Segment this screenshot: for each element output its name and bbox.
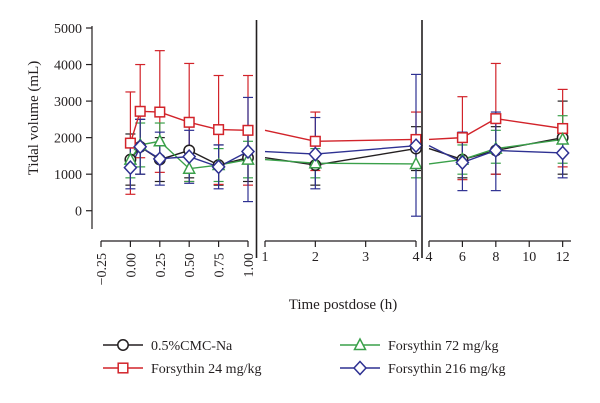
x-tick-label: 0.25 <box>154 253 169 278</box>
x-tick-label: 2 <box>312 250 319 265</box>
data-point <box>211 159 226 175</box>
x-tick-label: 0.75 <box>213 253 228 278</box>
x-tick-label: 1 <box>262 250 269 265</box>
legend-marker <box>353 337 367 351</box>
series-line <box>428 117 563 141</box>
legend-label: Forsythin 72 mg/kg <box>388 339 498 354</box>
data-point <box>408 138 424 154</box>
data-point <box>455 154 470 171</box>
data-point <box>555 145 570 161</box>
series-line <box>428 145 563 164</box>
data-point <box>488 142 503 159</box>
legend-label: 0.5%CMC-Na <box>151 339 233 354</box>
data-point <box>213 124 225 136</box>
y-tick-label: 0 <box>75 205 82 220</box>
data-point <box>242 124 254 136</box>
data-point <box>152 151 167 167</box>
data-point <box>490 113 502 125</box>
x-tick-label: 8 <box>492 250 499 265</box>
data-point <box>182 161 196 174</box>
y-tick-label: 4000 <box>54 59 82 74</box>
legend-marker <box>117 362 129 374</box>
series-line <box>428 138 563 165</box>
data-point <box>154 106 166 118</box>
x-tick-label: 0.50 <box>183 253 198 278</box>
axes: 0 1000 2000 3000 4000 5000 −0.25 0.00 0.25 0.50 0.… <box>54 20 571 285</box>
legend-label: Forsythin 24 mg/kg <box>151 362 261 377</box>
x-tick-label: 3 <box>362 250 369 265</box>
error-bars <box>125 50 568 217</box>
legend-marker <box>352 360 368 376</box>
data-point <box>134 105 146 117</box>
legend-label: Forsythin 216 mg/kg <box>388 362 505 377</box>
x-tick-label: 4 <box>426 250 433 265</box>
legend: 0.5%CMC-Na Forsythin 72 mg/kg Forsythin 24… <box>103 337 505 377</box>
series-line <box>264 147 417 166</box>
data-point <box>182 149 197 165</box>
x-axis-label: Time postdose (h) <box>289 297 398 313</box>
data-point <box>153 133 167 147</box>
y-tick-label: 5000 <box>54 22 82 37</box>
data-point <box>123 159 138 176</box>
x-tick-label: 0.00 <box>124 253 139 278</box>
legend-marker <box>117 339 129 351</box>
data-markers <box>123 105 570 176</box>
x-tick-label: 1.00 <box>242 253 257 278</box>
x-tick-label: −0.25 <box>95 253 110 285</box>
data-point <box>555 131 570 145</box>
x-tick-label: 6 <box>459 250 466 265</box>
data-point <box>124 137 136 149</box>
y-tick-label: 3000 <box>54 95 82 110</box>
data-point <box>183 116 195 128</box>
data-point <box>456 132 468 144</box>
data-point <box>240 143 256 160</box>
y-tick-label: 1000 <box>54 168 82 183</box>
data-point <box>409 156 423 170</box>
series-line <box>264 158 417 165</box>
y-axis-label: Tidal volume (mL) <box>26 61 42 175</box>
data-point <box>133 139 148 155</box>
data-point <box>308 155 323 169</box>
data-point <box>308 146 323 162</box>
x-tick-label: 10 <box>522 250 536 265</box>
x-tick-label: 12 <box>556 250 570 265</box>
y-tick-label: 2000 <box>54 132 82 147</box>
x-tick-label: 4 <box>413 250 420 265</box>
series-line <box>264 129 417 142</box>
data-point <box>309 135 321 147</box>
